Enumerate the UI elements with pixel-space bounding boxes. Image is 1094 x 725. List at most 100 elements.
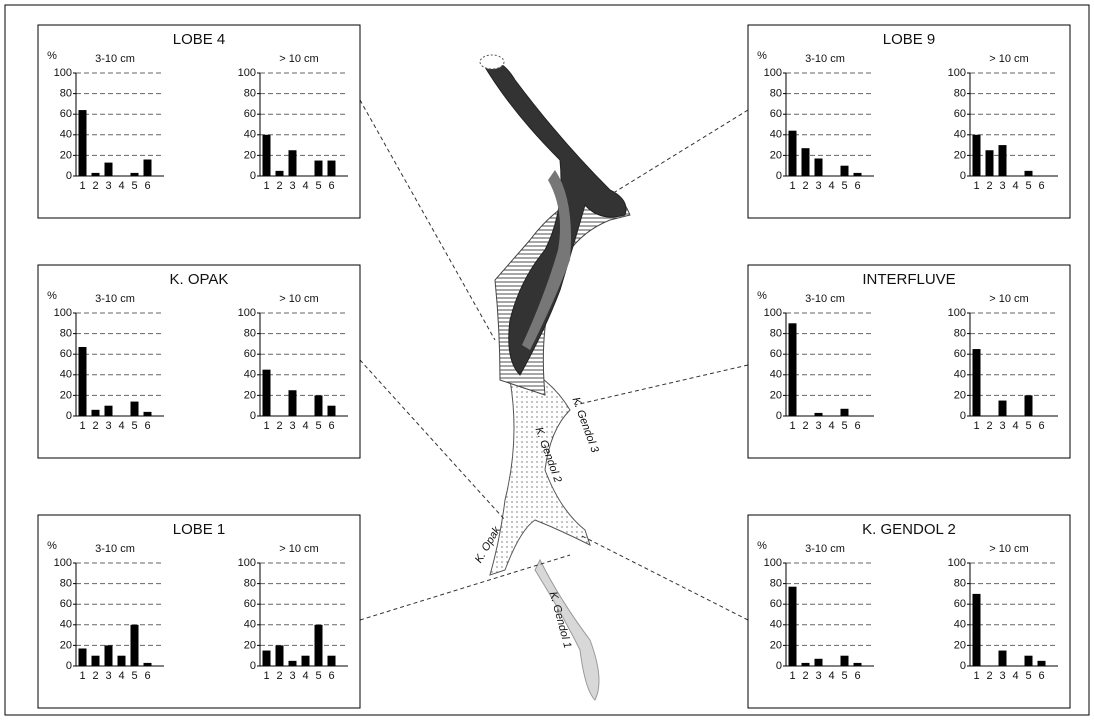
y-tick-label: 0 <box>960 660 966 672</box>
chart-subtitle: 3-10 cm <box>805 543 845 555</box>
bar <box>276 645 284 666</box>
bar <box>131 173 139 176</box>
x-tick-label: 6 <box>854 670 860 682</box>
x-tick-label: 5 <box>315 420 321 432</box>
y-tick-label: 80 <box>60 88 72 100</box>
x-tick-label: 3 <box>815 180 821 192</box>
bar <box>315 395 323 416</box>
x-tick-label: 6 <box>328 180 334 192</box>
bar <box>105 645 113 666</box>
x-tick-label: 1 <box>79 420 85 432</box>
bar <box>263 370 271 416</box>
y-tick-label: 0 <box>776 660 782 672</box>
y-tick-label: 20 <box>954 389 966 401</box>
bar <box>973 594 981 666</box>
panel-title: K. GENDOL 2 <box>862 521 956 538</box>
y-axis-label: % <box>757 540 767 552</box>
y-tick-label: 80 <box>954 328 966 340</box>
y-tick-label: 60 <box>60 598 72 610</box>
bar <box>289 661 297 666</box>
bar <box>144 412 152 416</box>
x-tick-label: 3 <box>815 670 821 682</box>
y-axis-label: % <box>47 540 57 552</box>
x-tick-label: 5 <box>841 670 847 682</box>
chart-subtitle: > 10 cm <box>279 53 318 65</box>
bar <box>802 148 810 176</box>
y-tick-label: 40 <box>770 129 782 141</box>
x-tick-label: 6 <box>1038 180 1044 192</box>
y-tick-label: 40 <box>954 129 966 141</box>
y-axis-label: % <box>757 290 767 302</box>
bar <box>841 409 849 416</box>
bar <box>302 656 310 666</box>
y-tick-label: 100 <box>948 307 966 319</box>
x-tick-label: 6 <box>1038 670 1044 682</box>
x-tick-label: 2 <box>92 670 98 682</box>
bar <box>289 390 297 416</box>
y-tick-label: 60 <box>244 598 256 610</box>
y-tick-label: 80 <box>770 88 782 100</box>
y-tick-label: 0 <box>960 410 966 422</box>
bar <box>999 651 1007 666</box>
x-tick-label: 5 <box>131 420 137 432</box>
bar <box>1025 395 1033 416</box>
y-tick-label: 40 <box>60 129 72 141</box>
bar <box>131 625 139 666</box>
x-tick-label: 2 <box>276 670 282 682</box>
y-tick-label: 80 <box>770 578 782 590</box>
y-tick-label: 40 <box>60 369 72 381</box>
x-tick-label: 4 <box>118 420 124 432</box>
y-tick-label: 40 <box>770 619 782 631</box>
bar <box>118 656 126 666</box>
x-tick-label: 4 <box>302 420 308 432</box>
y-tick-label: 100 <box>238 67 256 79</box>
y-tick-label: 0 <box>250 660 256 672</box>
bar <box>105 163 113 176</box>
x-tick-label: 1 <box>789 420 795 432</box>
y-tick-label: 100 <box>238 307 256 319</box>
x-tick-label: 3 <box>999 670 1005 682</box>
y-tick-label: 80 <box>60 578 72 590</box>
y-tick-label: 20 <box>954 639 966 651</box>
bar <box>263 651 271 666</box>
x-tick-label: 2 <box>92 420 98 432</box>
y-tick-label: 60 <box>60 108 72 120</box>
bar <box>789 323 797 416</box>
x-tick-label: 5 <box>841 180 847 192</box>
y-tick-label: 20 <box>770 149 782 161</box>
y-tick-label: 100 <box>948 557 966 569</box>
y-tick-label: 0 <box>960 170 966 182</box>
y-tick-label: 80 <box>954 88 966 100</box>
bar <box>263 135 271 176</box>
x-tick-label: 3 <box>105 420 111 432</box>
x-tick-label: 4 <box>302 180 308 192</box>
x-tick-label: 3 <box>999 420 1005 432</box>
x-tick-label: 1 <box>263 180 269 192</box>
x-tick-label: 3 <box>815 420 821 432</box>
x-tick-label: 6 <box>144 180 150 192</box>
y-tick-label: 20 <box>770 639 782 651</box>
bar <box>105 406 113 416</box>
x-tick-label: 1 <box>79 180 85 192</box>
bar <box>1025 171 1033 176</box>
bar <box>815 659 823 666</box>
bar <box>315 161 323 176</box>
bar <box>802 663 810 666</box>
bar <box>1038 661 1046 666</box>
x-tick-label: 2 <box>802 670 808 682</box>
x-tick-label: 3 <box>999 180 1005 192</box>
chart-subtitle: 3-10 cm <box>95 53 135 65</box>
x-tick-label: 5 <box>1025 670 1031 682</box>
x-tick-label: 2 <box>802 180 808 192</box>
bar <box>315 625 323 666</box>
y-tick-label: 100 <box>54 557 72 569</box>
bar <box>131 402 139 416</box>
x-tick-label: 2 <box>802 420 808 432</box>
bar <box>328 161 336 176</box>
y-tick-label: 100 <box>238 557 256 569</box>
y-tick-label: 20 <box>244 389 256 401</box>
chart-subtitle: 3-10 cm <box>95 293 135 305</box>
x-tick-label: 3 <box>105 670 111 682</box>
bar <box>79 110 87 176</box>
y-tick-label: 0 <box>250 170 256 182</box>
